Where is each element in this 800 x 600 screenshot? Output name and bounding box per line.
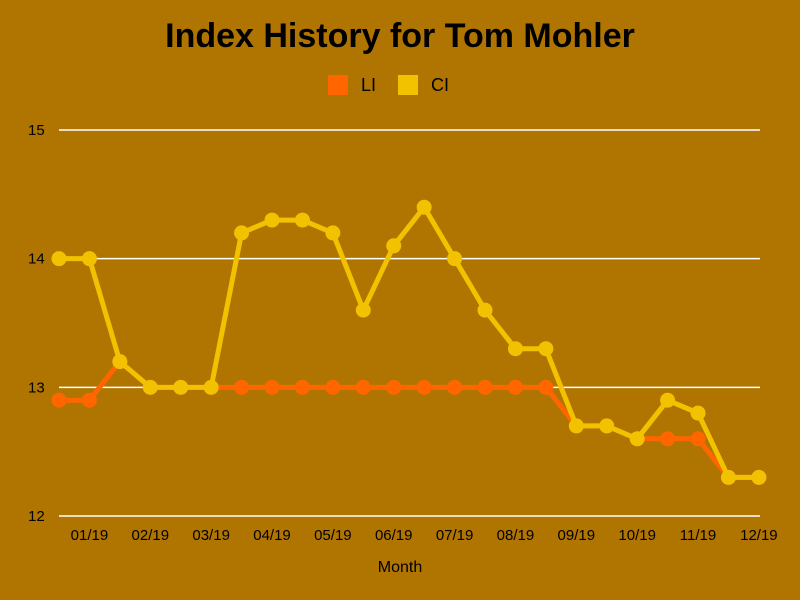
data-point [264, 212, 280, 228]
x-tick-label: 12/19 [740, 527, 778, 544]
data-point [355, 302, 371, 318]
x-tick-label: 02/19 [132, 527, 170, 544]
data-point [507, 341, 523, 357]
data-point [477, 302, 493, 318]
y-tick-label: 15 [28, 122, 45, 139]
data-point [660, 392, 676, 408]
data-point [81, 251, 97, 267]
data-point [629, 431, 645, 447]
x-tick-label: 04/19 [253, 527, 291, 544]
series-li [51, 354, 767, 485]
x-tick-label: 07/19 [436, 527, 474, 544]
x-tick-label: 05/19 [314, 527, 352, 544]
data-point [751, 469, 767, 485]
data-point [568, 418, 584, 434]
data-point [294, 379, 310, 395]
data-point [386, 379, 402, 395]
x-tick-label: 11/19 [680, 527, 716, 544]
legend-label-li: LI [361, 75, 376, 95]
data-point [660, 431, 676, 447]
legend-swatch-li [328, 75, 348, 95]
x-tick-label: 08/19 [497, 527, 535, 544]
data-point [51, 251, 67, 267]
data-point [294, 212, 310, 228]
x-tick-label: 03/19 [192, 527, 230, 544]
data-point [325, 379, 341, 395]
data-point [264, 379, 280, 395]
data-point [234, 379, 250, 395]
y-tick-label: 13 [28, 379, 45, 396]
data-point [51, 392, 67, 408]
legend-label-ci: CI [431, 75, 449, 95]
x-axis-label: Month [378, 559, 422, 576]
y-tick-label: 12 [28, 508, 45, 525]
x-tick-label: 01/19 [71, 527, 109, 544]
data-point [416, 379, 432, 395]
data-point [507, 379, 523, 395]
legend-swatch-ci [398, 75, 418, 95]
data-point [386, 238, 402, 254]
chart-title: Index History for Tom Mohler [165, 17, 635, 55]
data-point [538, 341, 554, 357]
data-point [173, 379, 189, 395]
data-point [690, 405, 706, 421]
data-point [142, 379, 158, 395]
data-point [447, 251, 463, 267]
series-ci [51, 199, 767, 485]
data-point [720, 469, 736, 485]
x-tick-label: 06/19 [375, 527, 413, 544]
data-point [325, 225, 341, 241]
data-point [112, 354, 128, 370]
data-point [599, 418, 615, 434]
data-point [416, 199, 432, 215]
data-point [447, 379, 463, 395]
data-point [355, 379, 371, 395]
legend: LI CI [328, 75, 449, 95]
data-point [538, 379, 554, 395]
data-point [234, 225, 250, 241]
data-point [81, 392, 97, 408]
data-point [690, 431, 706, 447]
x-tick-label: 10/19 [618, 527, 656, 544]
data-point [203, 379, 219, 395]
data-point [477, 379, 493, 395]
x-tick-label: 09/19 [558, 527, 596, 544]
y-tick-label: 14 [28, 251, 45, 268]
